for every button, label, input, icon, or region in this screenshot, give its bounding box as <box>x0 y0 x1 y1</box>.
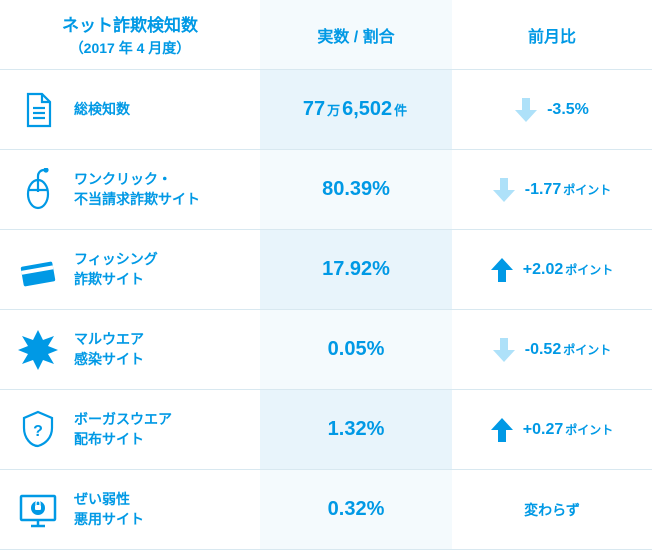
row-label: マルウエア感染サイト <box>74 330 144 369</box>
row-label-cell: 総検知数 <box>0 78 260 142</box>
row-label-cell: マルウエア感染サイト <box>0 318 260 382</box>
card-icon <box>16 248 60 292</box>
arrow-up-icon <box>491 418 513 442</box>
row-label-cell: ぜい弱性悪用サイト <box>0 478 260 542</box>
row-change-cell: 変わらず <box>452 492 652 528</box>
row-value: 1.32% <box>328 418 385 441</box>
row-label-cell: フィッシング詐欺サイト <box>0 238 260 302</box>
row-change-value: +0.27ポイント <box>523 421 614 439</box>
row-value-cell: 0.05% <box>260 310 452 389</box>
row-label: ワンクリック・不当請求詐欺サイト <box>74 170 200 209</box>
row-value: 77万6,502件 <box>303 98 409 121</box>
table-row: 総検知数 77万6,502件 -3.5% <box>0 70 652 150</box>
row-value: 0.32% <box>328 498 385 521</box>
row-change-cell: +2.02ポイント <box>452 250 652 290</box>
table-row: マルウエア感染サイト 0.05% -0.52ポイント <box>0 310 652 390</box>
shield-icon: ? <box>16 408 60 452</box>
row-change-neutral: 変わらず <box>524 500 580 520</box>
table-header-row: ネット詐欺検知数 （2017 年 4 月度） 実数 / 割合 前月比 <box>0 0 652 70</box>
row-value: 0.05% <box>328 338 385 361</box>
row-label: 総検知数 <box>74 100 130 120</box>
header-title: ネット詐欺検知数 <box>62 11 198 36</box>
fraud-detection-table: ネット詐欺検知数 （2017 年 4 月度） 実数 / 割合 前月比 総検知数 7… <box>0 0 652 550</box>
row-value: 17.92% <box>322 258 390 281</box>
table-row: ? ボーガスウエア配布サイト 1.32% +0.27ポイント <box>0 390 652 470</box>
arrow-down-icon <box>493 178 515 202</box>
row-value-cell: 17.92% <box>260 230 452 309</box>
header-value-col: 実数 / 割合 <box>260 0 452 69</box>
header-subtitle: （2017 年 4 月度） <box>70 38 191 58</box>
table-row: ワンクリック・不当請求詐欺サイト 80.39% -1.77ポイント <box>0 150 652 230</box>
arrow-down-icon <box>515 98 537 122</box>
arrow-up-icon <box>491 258 513 282</box>
row-change-cell: +0.27ポイント <box>452 410 652 450</box>
header-change-col: 前月比 <box>452 15 652 55</box>
row-label-cell: ? ボーガスウエア配布サイト <box>0 398 260 462</box>
table-row: ぜい弱性悪用サイト 0.32% 変わらず <box>0 470 652 550</box>
row-change-value: -1.77ポイント <box>525 181 611 199</box>
row-change-cell: -1.77ポイント <box>452 170 652 210</box>
row-value: 80.39% <box>322 178 390 201</box>
row-value-cell: 1.32% <box>260 390 452 469</box>
header-label-col: ネット詐欺検知数 （2017 年 4 月度） <box>0 1 260 68</box>
mouse-icon <box>16 168 60 212</box>
burst-icon <box>16 328 60 372</box>
row-value-cell: 80.39% <box>260 150 452 229</box>
row-change-value: +2.02ポイント <box>523 261 614 279</box>
row-change-value: -3.5% <box>547 101 589 119</box>
row-change-value: -0.52ポイント <box>525 341 611 359</box>
row-label-cell: ワンクリック・不当請求詐欺サイト <box>0 158 260 222</box>
row-change-cell: -3.5% <box>452 90 652 130</box>
row-label: フィッシング詐欺サイト <box>74 250 158 289</box>
row-label: ぜい弱性悪用サイト <box>74 490 144 529</box>
row-value-cell: 77万6,502件 <box>260 70 452 149</box>
monitor-icon <box>16 488 60 532</box>
table-row: フィッシング詐欺サイト 17.92% +2.02ポイント <box>0 230 652 310</box>
row-change-cell: -0.52ポイント <box>452 330 652 370</box>
svg-text:?: ? <box>33 423 43 440</box>
row-value-cell: 0.32% <box>260 470 452 549</box>
document-icon <box>16 88 60 132</box>
row-label: ボーガスウエア配布サイト <box>74 410 172 449</box>
arrow-down-icon <box>493 338 515 362</box>
